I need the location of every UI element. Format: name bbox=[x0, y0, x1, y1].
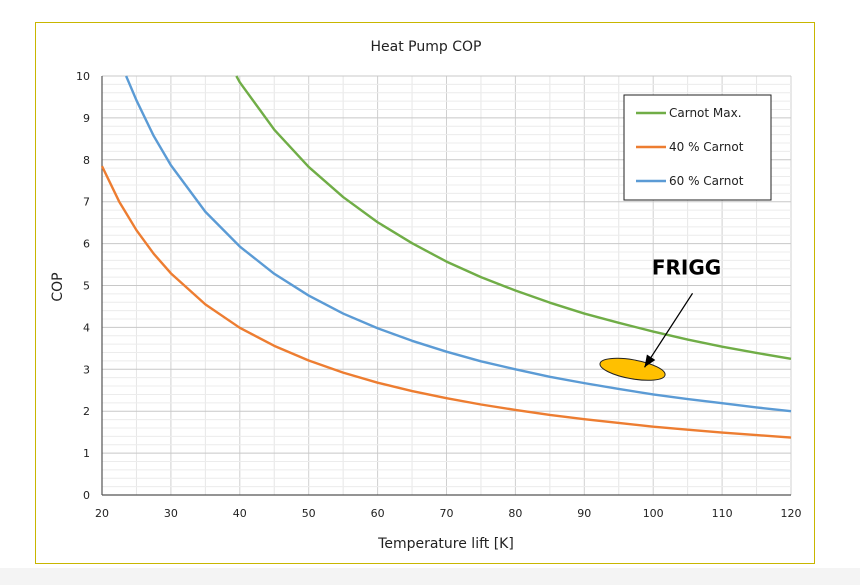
x-tick-label: 110 bbox=[712, 507, 733, 520]
y-tick-label: 9 bbox=[83, 112, 90, 125]
x-tick-label: 90 bbox=[577, 507, 591, 520]
series-line-3 bbox=[125, 75, 792, 413]
y-tick-label: 1 bbox=[83, 447, 90, 460]
y-tick-label: 5 bbox=[83, 280, 90, 293]
x-tick-label: 70 bbox=[440, 507, 454, 520]
y-tick-labels: 0 1 2 3 4 5 6 7 8 9 10 bbox=[76, 70, 90, 502]
annotation-arrow bbox=[643, 292, 694, 368]
y-tick-label: 8 bbox=[83, 154, 90, 167]
x-tick-label: 80 bbox=[508, 507, 522, 520]
axes bbox=[101, 76, 791, 496]
x-tick-labels: 20 30 40 50 60 70 80 90 100 110 120 bbox=[95, 507, 802, 520]
x-tick-label: 50 bbox=[302, 507, 316, 520]
y-axis-label: COP bbox=[50, 272, 66, 301]
y-tick-label: 2 bbox=[83, 405, 90, 418]
x-tick-label: 60 bbox=[371, 507, 385, 520]
annotation-label: FRIGG bbox=[652, 255, 721, 279]
x-tick-label: 40 bbox=[233, 507, 247, 520]
legend-entry: Carnot Max. bbox=[669, 106, 742, 120]
bottom-strip bbox=[0, 568, 860, 585]
frigg-marker bbox=[599, 357, 666, 381]
annotation-arrowhead bbox=[644, 354, 656, 368]
x-axis-label: Temperature lift [K] bbox=[377, 536, 514, 552]
annotation: FRIGG bbox=[599, 255, 721, 381]
series-line-2 bbox=[100, 165, 792, 439]
x-tick-label: 30 bbox=[164, 507, 178, 520]
legend-entry: 40 % Carnot bbox=[669, 140, 744, 154]
y-tick-label: 0 bbox=[83, 489, 90, 502]
legend: Carnot Max. 40 % Carnot 60 % Carnot bbox=[623, 94, 772, 201]
y-tick-label: 3 bbox=[83, 363, 90, 376]
x-tick-label: 120 bbox=[781, 507, 802, 520]
legend-entry: 60 % Carnot bbox=[669, 174, 744, 188]
series-lines bbox=[100, 75, 792, 439]
y-tick-label: 7 bbox=[83, 196, 90, 209]
x-tick-label: 100 bbox=[643, 507, 664, 520]
y-tick-label: 4 bbox=[83, 321, 90, 334]
series-line-1 bbox=[235, 75, 792, 361]
chart: Heat Pump COP 20 30 40 50 60 70 80 90 100 110 120 … bbox=[50, 39, 802, 552]
x-tick-label: 20 bbox=[95, 507, 109, 520]
y-tick-label: 10 bbox=[76, 70, 90, 83]
y-tick-label: 6 bbox=[83, 238, 90, 251]
grid bbox=[101, 75, 792, 496]
chart-frame: Heat Pump COP 20 30 40 50 60 70 80 90 100 110 120 … bbox=[35, 22, 815, 564]
chart-title: Heat Pump COP bbox=[371, 39, 482, 55]
